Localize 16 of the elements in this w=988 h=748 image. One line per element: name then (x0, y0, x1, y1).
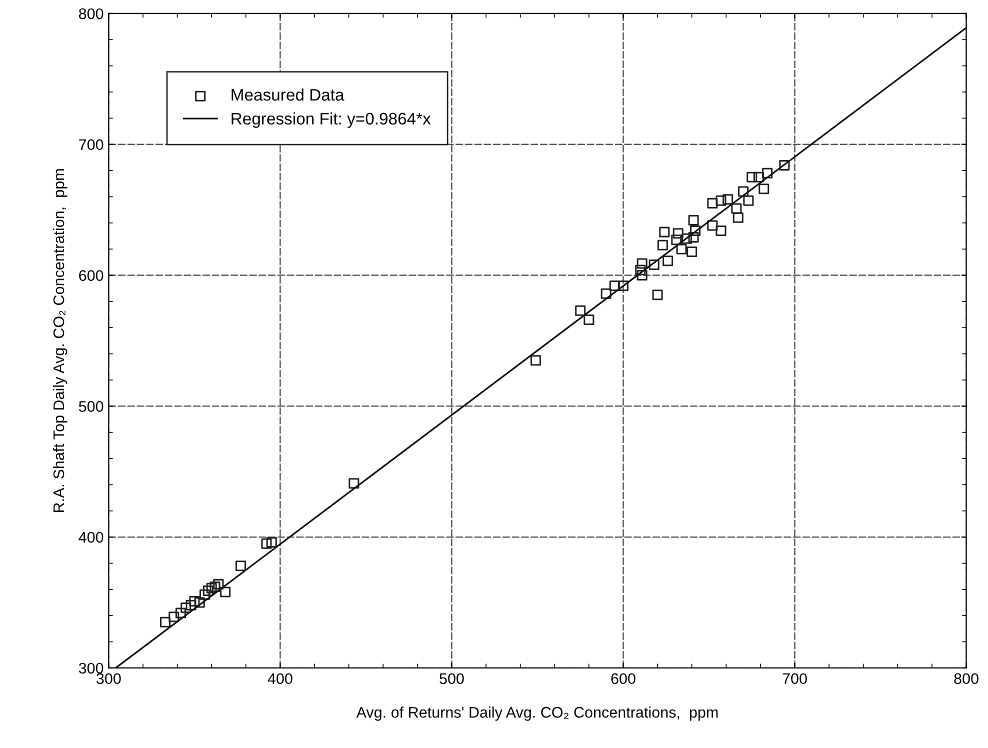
x-tick-label: 300 (96, 673, 121, 684)
x-tick-label: 800 (954, 673, 978, 684)
y-axis-title: R.A. Shaft Top Daily Avg. CO₂ Concentration, ppm (52, 169, 68, 512)
y-tick-label: 400 (78, 532, 104, 543)
y-tick-label: 800 (78, 8, 104, 20)
legend-label: Measured Data (232, 88, 344, 101)
y-tick-label: 500 (78, 401, 104, 412)
legend-label: Regression Fit: y=0.9864*x (232, 112, 431, 128)
x-tick-label: 500 (440, 673, 464, 684)
x-tick-label: 400 (268, 673, 292, 684)
y-tick-label: 600 (79, 270, 104, 281)
x-tick-label: 700 (782, 673, 807, 684)
y-tick-label: 700 (79, 139, 104, 150)
y-tick-label: 300 (78, 662, 104, 674)
x-axis-title: Avg. of Returns' Daily Avg. CO₂ Concentrations, ppm (356, 706, 718, 721)
x-tick-label: 600 (611, 673, 636, 684)
